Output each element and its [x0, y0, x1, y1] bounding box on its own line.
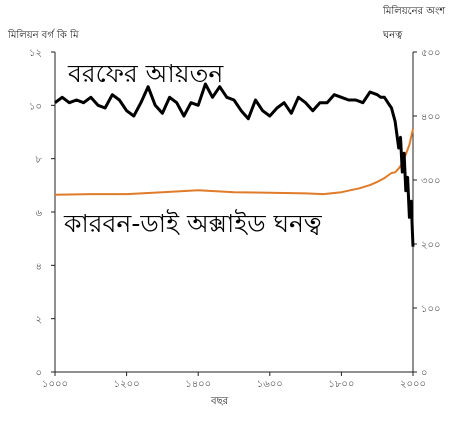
y-left-tick-label: ২ — [35, 315, 42, 326]
y-right-tick-label: ২০০ — [421, 240, 441, 251]
series-line-co2 — [54, 128, 414, 196]
y-right-tick-label: ১০০ — [421, 304, 441, 315]
y-left-tick-label: ৪ — [36, 261, 43, 272]
y-left-tick-label: ০ — [35, 368, 42, 379]
y-right-tick-label: ৫০০ — [421, 48, 441, 59]
x-tick-label: ১২০০ — [114, 379, 140, 390]
x-tick-label: ১৪০০ — [185, 379, 211, 390]
x-tick-label: ১০০০ — [42, 379, 68, 390]
y-left-tick-label: ১২ — [29, 48, 42, 59]
y-right-tick-label: ৩০০ — [421, 176, 441, 187]
x-tick-label: ১৮০০ — [328, 379, 354, 390]
series-label-ice-extent: বরফের আয়তন — [67, 59, 224, 88]
series-layer — [54, 82, 415, 247]
x-axis-title: বছর — [210, 396, 229, 407]
ticks: ১০০০ ১২০০ ১৪০০ ১৬০০ ১৮০০ ২০০০০২৪৬৮১০১২০১০০২০০… — [29, 48, 441, 390]
y-left-tick-label: ৮ — [36, 155, 43, 166]
y-right-tick-label: ৪০০ — [421, 112, 441, 123]
y-left-tick-label: ১০ — [29, 101, 42, 112]
y-axis-left-title: মিলিয়ন বর্গ কি মি — [7, 29, 79, 41]
y-left-tick-label: ৬ — [35, 208, 42, 219]
y-axis-right-title-line2: ঘনত্ব — [382, 30, 403, 41]
series-line-ice-extent — [54, 82, 415, 247]
x-tick-label: ২০০০ — [400, 379, 426, 390]
y-right-tick-label: ০ — [421, 368, 428, 379]
y-axis-right-title-line1: মিলিয়নের অংশ — [382, 5, 446, 17]
series-label-co2: কারবন-ডাই অক্সাইড ঘনত্ব — [63, 209, 323, 238]
x-tick-label: ১৬০০ — [257, 379, 283, 390]
